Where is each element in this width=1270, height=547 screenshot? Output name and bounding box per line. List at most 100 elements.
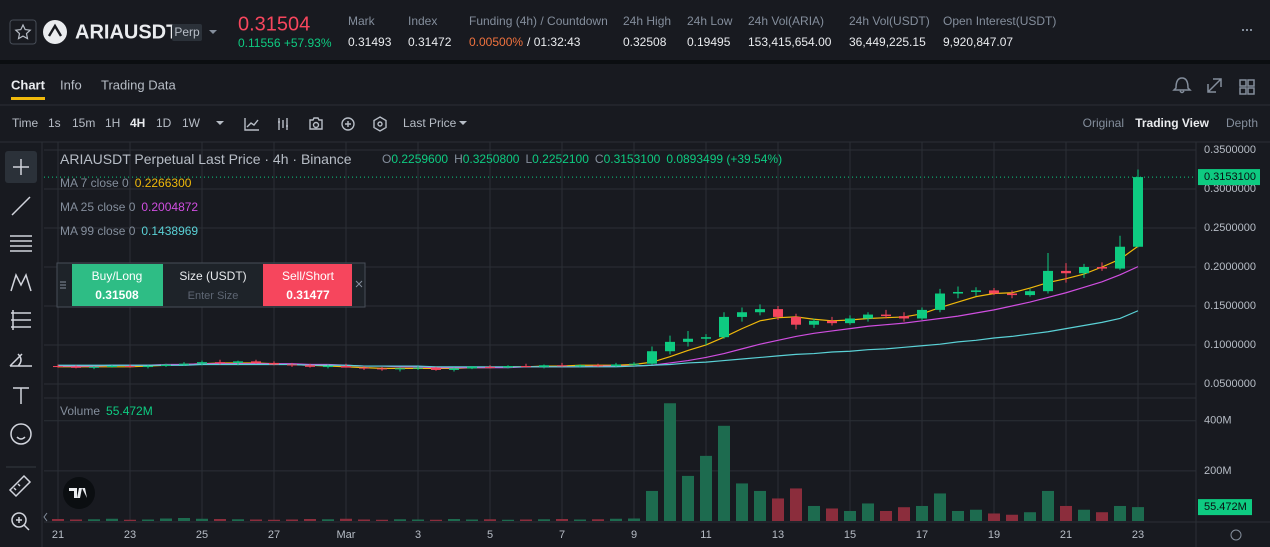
candle-body [359,367,369,369]
view-option[interactable]: Trading View [1135,116,1209,130]
crosshair-tool[interactable] [13,159,29,175]
x-tick-label: 17 [916,529,928,541]
drawing-toolbar [5,151,37,531]
volume-bar [880,510,892,521]
stat-label: Funding (4h) / Countdown [469,14,608,28]
interval[interactable]: 1D [156,116,172,130]
volume-bar [88,519,100,521]
candle-body [53,366,63,368]
ma-legend: MA 25 close 0 0.2004872 [60,200,198,214]
axis-settings[interactable] [1230,529,1242,541]
more-menu[interactable] [1242,29,1252,31]
brush-tool[interactable] [9,353,32,367]
stat-label: Open Interest(USDT) [943,14,1056,28]
interval-dropdown[interactable] [216,121,224,125]
drag-handle[interactable] [60,281,66,289]
volume-bar [358,519,370,521]
text-tool[interactable] [13,387,29,404]
tab[interactable]: Chart [11,77,46,92]
tradingview-logo[interactable] [63,477,95,509]
volume-bar [718,425,730,521]
expand-icon[interactable] [1207,78,1222,93]
volume-bar [952,510,964,521]
buy-button[interactable] [72,264,163,306]
x-tick-label: 23 [1132,529,1144,541]
interval[interactable]: 4H [130,116,145,130]
ohlc-value: 0.3250800 [463,152,520,166]
collapse-toolbar[interactable] [43,512,48,522]
candle-body [215,362,225,364]
panel-icons [1172,77,1255,95]
interval[interactable]: 1H [105,116,120,130]
toolbar: Time 1s 15m 1H 4H 1D 1W Last Price Original Tradi… [12,116,1258,130]
volume-bar [448,518,460,521]
symbol-dropdown[interactable] [209,30,217,34]
candle-body [467,366,477,369]
trendline-tool[interactable] [11,196,31,216]
last-volume-label: 55.472M [1204,501,1247,513]
ohlc-key: O [382,152,391,166]
volume-bar [466,519,478,521]
tab[interactable]: Info [60,77,82,92]
stat-value: 153,415,654.00 [748,35,832,49]
last-volume-box [1198,499,1252,516]
chart-type-icon[interactable] [278,118,288,130]
x-tick-label: 21 [1060,529,1072,541]
price-source[interactable]: Last Price [403,116,457,130]
settings-icon[interactable] [373,116,387,132]
tabs: Chart Info Trading Data [11,77,176,92]
chart: 0.3500000 0.3000000 0.2500000 0.2000000 0.15… [44,142,1270,547]
projection-tool[interactable] [11,310,31,330]
volume-bar [232,519,244,521]
emoji-tool[interactable] [10,423,32,445]
volume-bar [1114,505,1126,521]
interval[interactable]: 1W [182,116,201,130]
favorite-button[interactable] [9,19,37,45]
volume-bar [1006,514,1018,521]
sell-button[interactable] [263,264,352,306]
volume-bar [664,403,676,521]
ohlc-value: 0.3153100 [604,152,661,166]
x-tick-label: 13 [772,529,784,541]
view-option[interactable]: Original [1083,116,1124,130]
alert-icon[interactable] [1172,77,1192,94]
interval[interactable]: 1s [48,116,61,130]
candle-body [737,312,747,317]
candle-body [521,366,531,368]
volume-bar [916,505,928,521]
indicator-icon[interactable] [244,118,259,131]
order-panel: Buy/Long 0.31508 Size (USDT) Enter Size … [56,262,366,308]
view-option[interactable]: Depth [1226,116,1258,130]
volume-bar [682,475,694,521]
candle-body [539,365,549,367]
volume-bar [646,490,658,521]
add-icon[interactable] [341,117,355,131]
candle-body [1133,177,1143,247]
candle-body [179,363,189,365]
candle-body [647,351,657,364]
candle-body [305,365,315,367]
tab[interactable]: Trading Data [101,77,176,92]
pattern-tool[interactable] [10,273,32,292]
price-source-dropdown[interactable] [459,121,467,125]
interval[interactable]: 15m [72,116,95,130]
fib-tool[interactable] [10,235,32,252]
close-panel[interactable] [355,280,363,288]
stat-value-text: 9,920,847.07 [943,35,1013,49]
volume-bar [934,493,946,521]
measure-tool[interactable] [8,474,32,498]
symbol[interactable]: ARIAUSDT [75,21,178,43]
size-input[interactable]: Enter Size [188,290,239,302]
volume-label: Volume [60,404,100,418]
volume-bar [1132,507,1144,521]
volume-bar [988,513,1000,521]
volume-bar [160,518,172,521]
candle-body [755,309,765,313]
layout-icon[interactable] [1239,79,1255,95]
stat-value: 0.19495 [687,35,731,49]
candle-body [665,341,675,352]
snapshot-icon[interactable] [309,117,323,130]
volume-bar [628,518,640,521]
zoom-tool[interactable] [11,512,27,528]
